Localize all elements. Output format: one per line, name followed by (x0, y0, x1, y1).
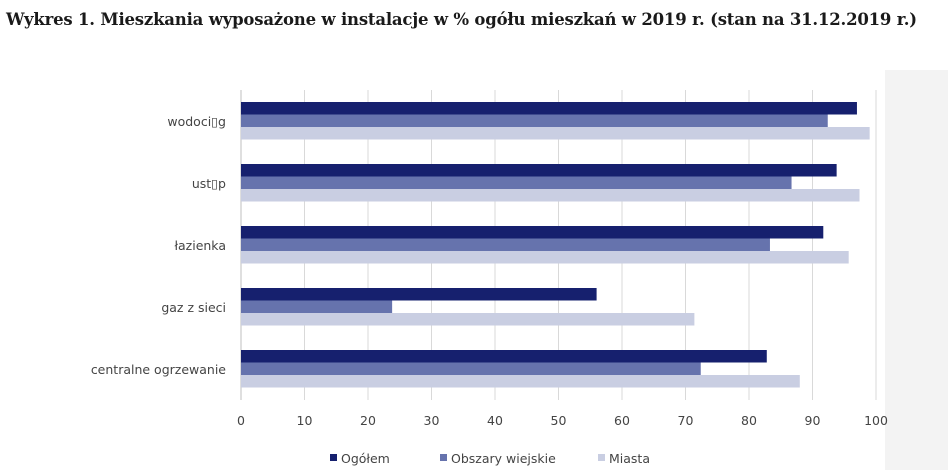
legend-label: Miasta (609, 451, 650, 466)
x-tick-label: 70 (678, 413, 694, 428)
x-tick-label: 50 (551, 413, 567, 428)
x-tick-label: 40 (487, 413, 503, 428)
legend-swatch (598, 454, 605, 461)
bar (241, 189, 860, 202)
chart-title: Wykres 1. Mieszkania wyposażone w instal… (6, 10, 917, 29)
bar (241, 350, 767, 363)
category-label: łazienka (174, 238, 226, 253)
bar (241, 251, 849, 264)
category-label: wodoci▯g (167, 114, 226, 129)
bar (241, 362, 701, 375)
bar (241, 102, 857, 115)
legend-swatch (330, 454, 337, 461)
bar (241, 300, 393, 313)
x-tick-label: 20 (360, 413, 376, 428)
x-tick-label: 10 (297, 413, 313, 428)
bar (241, 114, 828, 127)
bar (241, 176, 792, 189)
legend-label: Obszary wiejskie (451, 451, 556, 466)
x-tick-label: 100 (864, 413, 888, 428)
category-label: ust▯p (192, 176, 226, 191)
bar (241, 288, 597, 301)
x-tick-label: 30 (424, 413, 440, 428)
x-tick-label: 80 (741, 413, 757, 428)
bar (241, 164, 837, 177)
bar (241, 313, 695, 326)
bar (241, 226, 824, 239)
x-tick-label: 0 (237, 413, 245, 428)
category-label: gaz z sieci (161, 300, 226, 315)
category-label: centralne ogrzewanie (91, 362, 226, 377)
legend-label: Ogółem (341, 451, 390, 466)
bar (241, 127, 870, 140)
x-tick-label: 90 (805, 413, 821, 428)
legend-swatch (440, 454, 447, 461)
side-panel (885, 70, 948, 470)
x-tick-label: 60 (614, 413, 630, 428)
bar (241, 238, 770, 251)
bar (241, 375, 800, 388)
